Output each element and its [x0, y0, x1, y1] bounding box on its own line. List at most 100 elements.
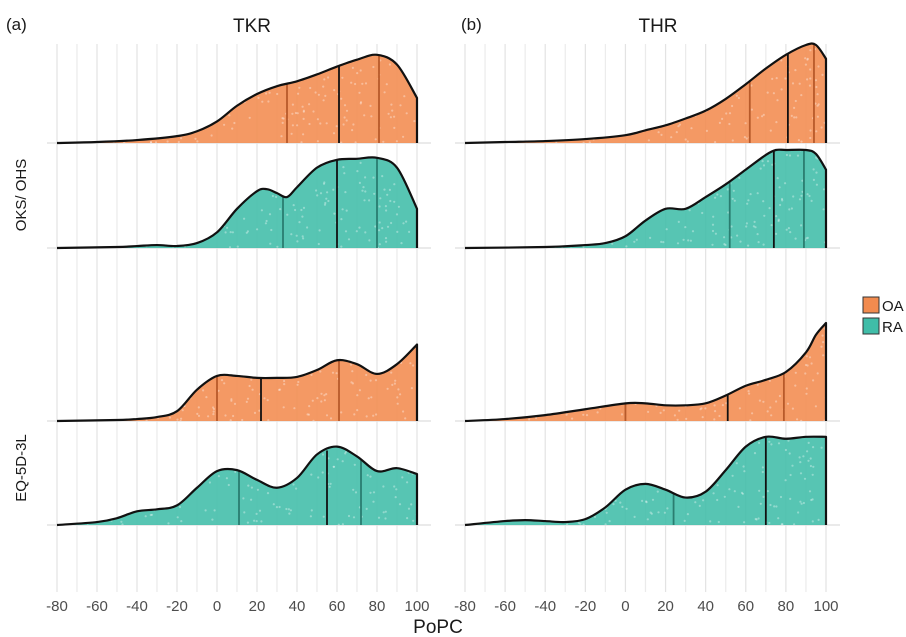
panel-0-eq-5d-3l-ra-point [310, 473, 313, 476]
panel-0-eq-5d-3l-oa-point [205, 396, 208, 399]
panel-1-oks-ohs-oa-point [816, 115, 820, 118]
panel-1-eq-5d-3l-ra-point [806, 450, 809, 453]
panel-0-oks-ohs-ra-point [358, 181, 361, 184]
panel-1-oks-ohs-ra-point [806, 236, 809, 239]
panel-0-oks-ohs-ra-point [229, 231, 232, 234]
panel-0-oks-ohs-oa-point [374, 138, 377, 141]
panel-1-eq-5d-3l-ra-point [802, 501, 806, 505]
panel-1-eq-5d-3l-oa-point [685, 417, 688, 420]
panel-0-eq-5d-3l-ra-point [354, 491, 358, 494]
x-axis-label: PoPC [413, 617, 463, 637]
panel-1-eq-5d-3l-oa-point [647, 410, 650, 413]
panel-0-oks-ohs-ra-density-fill [57, 157, 417, 248]
panel-0-oks-ohs-oa-point [345, 109, 349, 112]
panel-0-oks-ohs-ra-point [385, 240, 388, 243]
panel-1-eq-5d-3l-oa-point [571, 417, 574, 420]
panel-0-eq-5d-3l-oa-point [241, 418, 244, 421]
panel-1-oks-ohs-ra-point [800, 224, 803, 227]
panel-1-oks-ohs-oa-point [677, 125, 680, 128]
panel-1-oks-ohs-oa-point [806, 78, 809, 81]
panel-b-title: THR [638, 16, 677, 37]
panel-0-oks-ohs-oa-point [332, 132, 336, 135]
panel-1-oks-ohs-ra-point [766, 160, 770, 163]
panel-0-eq-5d-3l-oa-point [196, 412, 199, 415]
panel-0-eq-5d-3l-oa-point [181, 409, 184, 412]
panel-1-oks-ohs-ra-point [815, 171, 818, 174]
panel-0-oks-ohs-ra-point [402, 222, 405, 225]
panel-1-eq-5d-3l-ra-point [809, 457, 812, 460]
panel-0-eq-5d-3l-ra-point [255, 512, 258, 516]
panel-1-oks-ohs-ra-point [745, 225, 748, 228]
panel-1-eq-5d-3l-ra-point [811, 520, 814, 523]
panel-0-eq-5d-3l-oa-point [356, 394, 359, 397]
panel-1-oks-ohs-ra-point [730, 236, 733, 239]
panel-0-oks-ohs-ra-point [276, 245, 279, 248]
panel-0-eq-5d-3l-ra-density-outline [56, 445, 419, 527]
panel-0-eq-5d-3l-oa-point [325, 393, 328, 396]
panel-1-x-tick-label: -60 [494, 598, 516, 615]
panel-1-eq-5d-3l-oa-point [718, 414, 721, 418]
panel-1-eq-5d-3l-ra-point [757, 517, 760, 520]
panel-1-eq-5d-3l-ra-point [737, 505, 740, 508]
panel-0-oks-ohs-ra-point [333, 212, 336, 215]
panel-0-oks-ohs-oa-point [356, 72, 359, 75]
panel-1-eq-5d-3l-oa-point [800, 419, 803, 421]
panel-0-x-tick-label: 60 [329, 598, 346, 615]
panel-0-eq-5d-3l-oa-point [293, 407, 296, 410]
panel-1-eq-5d-3l-ra-point [579, 522, 582, 525]
panel-0-eq-5d-3l-oa-point [223, 382, 226, 385]
panel-1-oks-ohs-ra-point [763, 214, 766, 217]
panel-0-oks-ohs-oa-point [388, 63, 391, 66]
panel-0-eq-5d-3l-oa-point [358, 389, 361, 392]
panel-0-eq-5d-3l-ra-point [289, 509, 292, 512]
panel-1-eq-5d-3l-ra-point [650, 512, 653, 515]
panel-1-eq-5d-3l-ra-point [702, 499, 705, 502]
panel-1-oks-ohs-ra-point [801, 179, 804, 182]
panel-1-eq-5d-3l-oa-point [768, 379, 772, 382]
panel-0-oks-ohs-ra-point [302, 206, 306, 209]
panel-0-oks-ohs-oa-point [361, 82, 364, 85]
panel-1-oks-ohs-oa-point [718, 121, 722, 124]
panel-1-eq-5d-3l-ra-point [791, 464, 794, 467]
panel-0-oks-ohs-ra-point [317, 242, 320, 246]
panel-1-oks-ohs-ra-point [814, 156, 818, 159]
panel-0-oks-ohs-oa-point [340, 141, 343, 144]
panel-1-eq-5d-3l-ra-point [769, 503, 772, 507]
row-label-oks-ohs: OKS/ OHS [13, 159, 30, 232]
panel-1-x-tick-label: 80 [778, 598, 795, 615]
panel-0-oks-ohs-ra-point [264, 222, 267, 225]
panel-0-x-tick-label: 80 [369, 598, 386, 615]
panel-0-oks-ohs-ra-point [292, 204, 295, 207]
panel-1-eq-5d-3l-ra-point [797, 511, 800, 514]
panel-1-oks-ohs-ra-point [733, 199, 736, 202]
panel-1-oks-ohs-ra-point [761, 160, 764, 163]
panel-0-oks-ohs-oa-point [282, 117, 285, 120]
panel-1-eq-5d-3l-ra-point [723, 495, 726, 498]
panel-0-oks-ohs-ra-point [295, 234, 298, 237]
panel-0-oks-ohs-oa-density-outline [56, 53, 419, 145]
panel-1-oks-ohs-ra-point [736, 234, 739, 237]
panel-0-eq-5d-3l-oa-point [266, 399, 269, 402]
panel-1-eq-5d-3l-oa-point [596, 411, 599, 414]
panel-0-eq-5d-3l-ra-point [278, 505, 281, 509]
panel-0-eq-5d-3l-ra-point [250, 486, 253, 489]
panel-0-oks-ohs-ra-point [361, 189, 364, 192]
panel-0-oks-ohs-ra-point [385, 209, 388, 212]
panel-0-eq-5d-3l-ra-point [272, 503, 275, 506]
panel-1-oks-ohs-ra-point [682, 238, 685, 241]
panel-1-oks-ohs-ra-point [754, 226, 757, 229]
panel-0-oks-ohs-ra-point [243, 217, 246, 220]
panel-0-oks-ohs-ra-point [400, 242, 403, 245]
panel-1-oks-ohs-oa-point [728, 112, 732, 115]
panel-1-eq-5d-3l-oa-point [528, 418, 531, 421]
panel-0-oks-ohs-oa-point [372, 65, 375, 69]
panel-0-eq-5d-3l-ra-point [150, 513, 154, 516]
panel-0-oks-ohs-ra-point [372, 176, 375, 179]
panel-1-eq-5d-3l-ra-point [735, 462, 738, 465]
panel-1-eq-5d-3l-ra-point [799, 461, 802, 464]
panel-0-oks-ohs-ra-point [279, 208, 282, 211]
panel-0-eq-5d-3l-oa-point [369, 379, 372, 382]
panel-1-oks-ohs-ra-point [723, 243, 726, 246]
panel-1-eq-5d-3l-ra-point [716, 484, 719, 487]
panel-0-eq-5d-3l-oa-point [278, 388, 281, 391]
